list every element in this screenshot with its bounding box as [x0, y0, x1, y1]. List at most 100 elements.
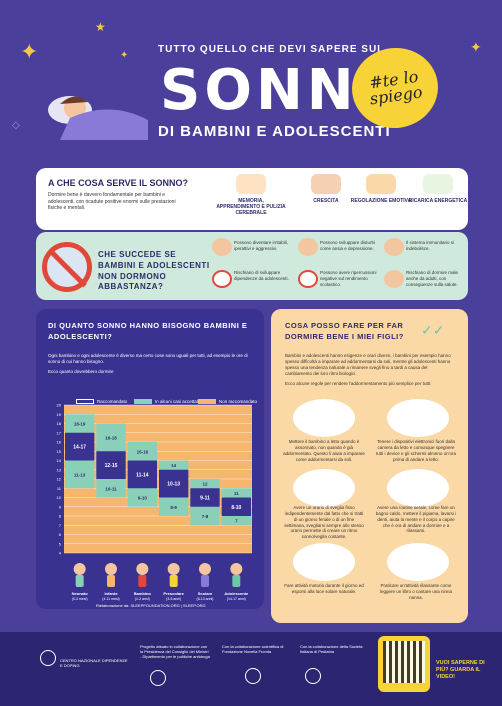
tips-lead: Ecco alcune regole per rendere l'addorme… [285, 381, 432, 386]
tip-item: Avere un orario di sveglia fisso indipen… [284, 505, 364, 540]
emotion-icon [366, 174, 396, 194]
brain-icon [236, 174, 266, 194]
bar-label-recommended: 8-10 [231, 505, 241, 511]
consequence-item: Il sistema immunitario si indebolisce. [406, 240, 455, 251]
star-icon: ✦ [470, 40, 482, 56]
sick-child-icon [384, 238, 404, 256]
child-figure-body [201, 575, 209, 587]
consequence-item: Possono diventare irritabili, iperattivi… [234, 240, 289, 251]
tips-title: COSA POSSO FARE PER FAR DORMIRE BENE I M… [285, 321, 404, 341]
angry-child-icon [212, 238, 232, 256]
y-tick-label: 8 [59, 514, 62, 519]
star-icon: ✦ [120, 50, 129, 61]
function-item: CRESCITA [313, 198, 339, 204]
bar-label-acceptable-bottom: 9-10 [138, 496, 148, 501]
bar-label-recommended: 11-14 [136, 472, 149, 478]
sad-child-icon [298, 238, 318, 256]
child-figure-body [169, 575, 178, 587]
bar-recommended [127, 460, 157, 489]
x-tick-sublabel: (0-3 mesi) [72, 597, 88, 601]
child-figure-body [75, 575, 84, 587]
consequences-card: CHE SUCCEDE SE BAMBINI E ADOLESCENTI NON… [36, 232, 468, 300]
page-subtitle: DI BAMBINI E ADOLESCENTI [158, 123, 391, 140]
bar-label-recommended: 10-13 [167, 482, 180, 488]
tip-item: Fare attività motoria durante il giorno … [284, 583, 364, 594]
y-tick-label: 6 [59, 532, 62, 537]
x-tick-label: Scolare [198, 591, 213, 596]
badge-text: #te lo spiego [368, 66, 424, 109]
bar-label-acceptable-top: 11 [234, 491, 239, 496]
sleeping-child-illustration [48, 96, 148, 140]
no-pills-icon [212, 270, 232, 288]
x-tick-label: Adolescente [224, 591, 249, 596]
x-tick-sublabel: (14-17 anni) [227, 597, 246, 601]
y-tick-label: 16 [57, 440, 62, 445]
child-figure-icon [136, 563, 149, 575]
bar-label-acceptable-top: 12 [202, 482, 208, 487]
bar-label-acceptable-bottom: 10-11 [105, 486, 117, 491]
footer-org-3: Con la collaborazione scientifica di Fon… [222, 644, 284, 655]
bar-label-recommended: 9-11 [200, 496, 210, 502]
bar-recommended [65, 432, 95, 461]
school-books-icon [298, 270, 318, 288]
reading-book-illustration [387, 543, 449, 581]
y-tick-label: 12 [57, 477, 62, 482]
consequence-item: Rischiano di sviluppare dipendenze da ad… [234, 270, 289, 281]
consequences-title: CHE SUCCEDE SE BAMBINI E ADOLESCENTI NON… [98, 250, 210, 292]
y-tick-label: 14 [57, 458, 62, 463]
no-sleep-icon [42, 242, 92, 292]
battery-icon [423, 174, 453, 194]
bar-recommended [221, 497, 251, 516]
header-pretitle: TUTTO QUELLO CHE DEVI SAPERE SUL [158, 44, 385, 55]
y-tick-label: 5 [59, 541, 62, 546]
sleep-hours-intro: Ogni bambino e ogni adolescente è divers… [48, 353, 248, 364]
child-figure-icon [105, 563, 117, 575]
star-icon: ◇ [12, 120, 20, 131]
child-figure-body [232, 575, 241, 587]
check-marks-icon: ✓✓ [421, 323, 445, 339]
bar-label-acceptable-bottom: 11-13 [74, 472, 86, 477]
bar-recommended [190, 488, 220, 507]
y-tick-label: 13 [57, 467, 62, 472]
function-item: MEMORIA, APPRENDIMENTO E PULIZIA CEREBRA… [216, 198, 286, 216]
iss-logo-icon [40, 650, 56, 666]
star-icon: ✦ [20, 40, 39, 65]
consequence-item: Possono sviluppare disturbi come ansia e… [320, 240, 376, 251]
bar-label-acceptable-top: 18-19 [74, 422, 86, 427]
consequence-item: Possono avere ripercussioni negative sul… [320, 270, 377, 287]
star-icon: ★ [95, 20, 106, 34]
x-tick-label: Bambino [134, 591, 152, 596]
y-tick-label: 20 [57, 403, 62, 408]
bar-label-acceptable-bottom: 8-9 [170, 505, 177, 510]
growth-icon [311, 174, 341, 194]
y-tick-label: 19 [57, 412, 62, 417]
child-figure-icon [73, 563, 86, 575]
children-playing-illustration [293, 543, 355, 581]
qr-code-box[interactable] [378, 636, 430, 692]
child-figure-icon [167, 563, 180, 575]
footer-org-4: Con la collaborazione della Società Ital… [300, 644, 363, 655]
bar-label-acceptable-top: 16-18 [105, 435, 117, 440]
x-tick-label: Neonato [72, 591, 89, 596]
qr-code[interactable] [383, 641, 425, 683]
child-figure-icon [230, 563, 243, 575]
tip-item: Mettere il bambino a letto quando è asso… [283, 439, 365, 462]
x-tick-sublabel: (4-11 mesi) [102, 597, 119, 601]
consequence-item: Rischiano di dormire male anche da adult… [406, 270, 459, 287]
legend-acceptable: In alcuni casi accettabile [134, 399, 204, 404]
bar-recommended [159, 469, 189, 498]
x-tick-sublabel: (1-2 anni) [135, 597, 150, 601]
x-tick-sublabel: (3-5 anni) [166, 597, 181, 601]
y-tick-label: 10 [57, 495, 62, 500]
sleep-hours-sub: Ecco quanto dovrebbero dormire [48, 369, 114, 374]
x-tick-label: Infante [104, 591, 118, 596]
alarm-clock-illustration [293, 469, 355, 507]
y-tick-label: 9 [59, 504, 62, 509]
functions-text: Dormire bene è davvero fondamentale per … [48, 192, 176, 211]
bath-routine-illustration [387, 469, 449, 507]
bar-recommended [96, 451, 126, 479]
tips-panel: COSA POSSO FARE PER FAR DORMIRE BENE I M… [271, 309, 468, 623]
footer-org-2: Progetto attuato in collaborazione con l… [140, 644, 210, 660]
functions-title: A CHE COSA SERVE IL SONNO? [48, 178, 189, 188]
y-tick-label: 15 [57, 449, 62, 454]
